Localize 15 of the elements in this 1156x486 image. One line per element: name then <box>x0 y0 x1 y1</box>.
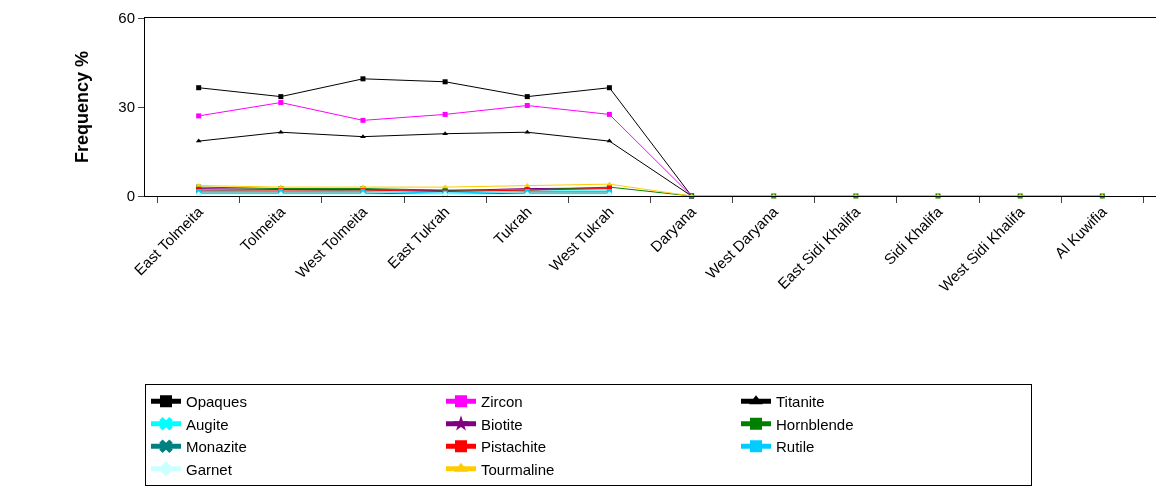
y-tick-label: 30 <box>118 98 135 116</box>
y-axis-title: Frequency % <box>71 50 92 164</box>
legend-label: Opaques <box>186 393 247 411</box>
legend-label: Zircon <box>481 393 523 411</box>
legend-label: Garnet <box>186 460 233 478</box>
legend-label: Tourmaline <box>481 460 555 478</box>
legend-label: Monazite <box>186 438 247 456</box>
legend-label: Hornblende <box>776 415 854 433</box>
legend-label: Pistachite <box>481 438 547 456</box>
legend-label: Titanite <box>776 393 825 411</box>
legend-label: Biotite <box>481 415 523 433</box>
y-tick-label: 0 <box>126 187 135 205</box>
legend-label: Rutile <box>776 438 815 456</box>
legend-label: Augite <box>186 415 229 433</box>
y-tick-label: 60 <box>118 9 135 27</box>
